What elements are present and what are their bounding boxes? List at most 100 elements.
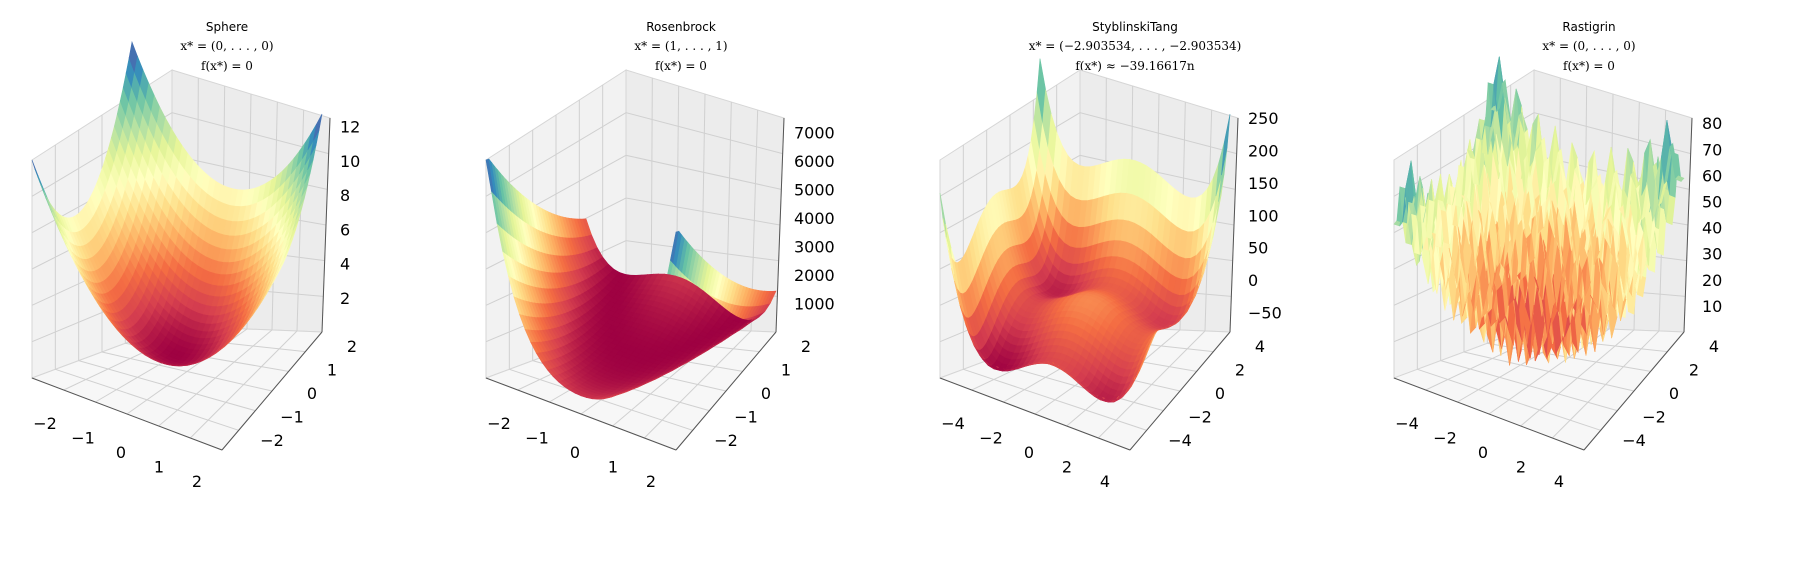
z-tick-label: 20 — [1702, 271, 1722, 290]
y-tick-label: −2 — [1642, 408, 1666, 427]
gridline — [31, 112, 329, 197]
chart-subtitle-value: f(x*) = 0 — [1563, 59, 1615, 73]
z-tick-label: 4 — [340, 255, 350, 274]
x-tick-label: 4 — [1100, 472, 1110, 491]
x-tick-label: −1 — [71, 429, 95, 448]
z-tick-label: 7000 — [794, 123, 835, 142]
z-tick-label: 0 — [1248, 271, 1258, 290]
z-tick-label: 50 — [1248, 239, 1268, 258]
gridline — [939, 112, 1237, 197]
z-tick-label: 8 — [340, 186, 350, 205]
z-tick-label: 30 — [1702, 245, 1722, 264]
surface — [31, 40, 323, 367]
z-tick-label: 40 — [1702, 219, 1722, 238]
y-tick-label: 2 — [1235, 360, 1245, 379]
y-axis-line — [675, 331, 777, 451]
z-tick-label: 2000 — [794, 266, 835, 285]
surface-patch — [1674, 175, 1685, 182]
surface-patch — [1221, 113, 1231, 176]
z-tick-label: 6000 — [794, 152, 835, 171]
chart-title: Sphere — [205, 20, 249, 34]
y-tick-label: −2 — [714, 431, 738, 450]
chart-subtitle-value: f(x*) = 0 — [201, 59, 253, 73]
x-tick-label: −2 — [487, 414, 511, 433]
z-tick-label: −50 — [1248, 304, 1282, 323]
x-tick-label: 2 — [1516, 457, 1526, 476]
z-tick-label: 50 — [1702, 193, 1722, 212]
y-tick-label: 0 — [1215, 384, 1225, 403]
z-axis-line — [321, 117, 331, 333]
surface-patch — [766, 290, 777, 305]
x-tick-label: 0 — [1478, 443, 1488, 462]
y-tick-label: 2 — [347, 337, 357, 356]
axes — [1393, 117, 1693, 451]
chart-subtitle-optimum: x* = (1, . . . , 1) — [634, 39, 728, 53]
axes — [939, 117, 1239, 451]
z-tick-label: 150 — [1248, 174, 1279, 193]
z-tick-label: 60 — [1702, 166, 1722, 185]
y-tick-label: −4 — [1168, 431, 1192, 450]
y-tick-label: 4 — [1709, 337, 1719, 356]
surface-patch — [313, 113, 323, 141]
axes — [485, 117, 785, 451]
rosenbrock-panel: Rosenbrock x* = (1, . . . , 1) f(x*) = 0… — [454, 0, 908, 572]
z-tick-label: 4000 — [794, 209, 835, 228]
x-tick-label: 0 — [116, 443, 126, 462]
surface — [1393, 56, 1685, 366]
z-tick-label: 12 — [340, 118, 360, 137]
chart-subtitle-optimum: x* = (0, . . . , 0) — [1542, 39, 1636, 53]
x-tick-label: 0 — [1024, 443, 1034, 462]
y-tick-label: 2 — [801, 337, 811, 356]
x-tick-label: −2 — [1433, 429, 1457, 448]
y-tick-label: 0 — [761, 384, 771, 403]
x-tick-label: 2 — [1062, 457, 1072, 476]
x-tick-label: −1 — [525, 429, 549, 448]
x-tick-label: −4 — [1395, 414, 1419, 433]
x-axis-line — [1393, 377, 1585, 451]
y-tick-label: 1 — [327, 360, 337, 379]
x-axis-line — [485, 377, 677, 451]
z-tick-label: 100 — [1248, 206, 1279, 225]
axes — [31, 117, 331, 451]
tick-labels: −2−1012−2−101210002000300040005000600070… — [487, 123, 835, 491]
sphere-panel: Sphere x* = (0, . . . , 0) f(x*) = 0 −2−… — [0, 0, 454, 572]
z-tick-label: 10 — [1702, 297, 1722, 316]
surface — [939, 58, 1231, 403]
chart-subtitle-value: f(x*) ≈ −39.16617n — [1075, 59, 1195, 73]
z-tick-label: 2 — [340, 289, 350, 308]
y-tick-label: 4 — [1255, 337, 1265, 356]
z-tick-label: 1000 — [794, 294, 835, 313]
x-tick-label: 1 — [608, 457, 618, 476]
z-tick-label: 10 — [340, 152, 360, 171]
y-tick-label: −1 — [280, 408, 304, 427]
z-tick-label: 80 — [1702, 114, 1722, 133]
y-axis-line — [1129, 331, 1231, 451]
x-tick-label: 2 — [192, 472, 202, 491]
x-tick-label: 0 — [570, 443, 580, 462]
x-tick-label: 2 — [646, 472, 656, 491]
y-axis-line — [1583, 331, 1685, 451]
rastrigin-panel: Rastigrin x* = (0, . . . , 0) f(x*) = 0 … — [1362, 0, 1816, 572]
surface-plot: −2−1012−2−101210002000300040005000600070… — [484, 69, 835, 491]
x-axis-line — [939, 377, 1131, 451]
x-tick-label: −2 — [979, 429, 1003, 448]
y-tick-label: 0 — [307, 384, 317, 403]
y-tick-label: 2 — [1689, 360, 1699, 379]
chart-title: StyblinskiTang — [1092, 20, 1178, 34]
z-tick-label: 6 — [340, 220, 350, 239]
z-tick-label: 5000 — [794, 180, 835, 199]
x-axis-line — [31, 377, 223, 451]
y-tick-label: −4 — [1622, 431, 1646, 450]
z-tick-label: 70 — [1702, 140, 1722, 159]
y-axis-line — [221, 331, 323, 451]
chart-title: Rosenbrock — [646, 20, 716, 34]
x-tick-label: −2 — [33, 414, 57, 433]
y-tick-label: 0 — [1669, 384, 1679, 403]
